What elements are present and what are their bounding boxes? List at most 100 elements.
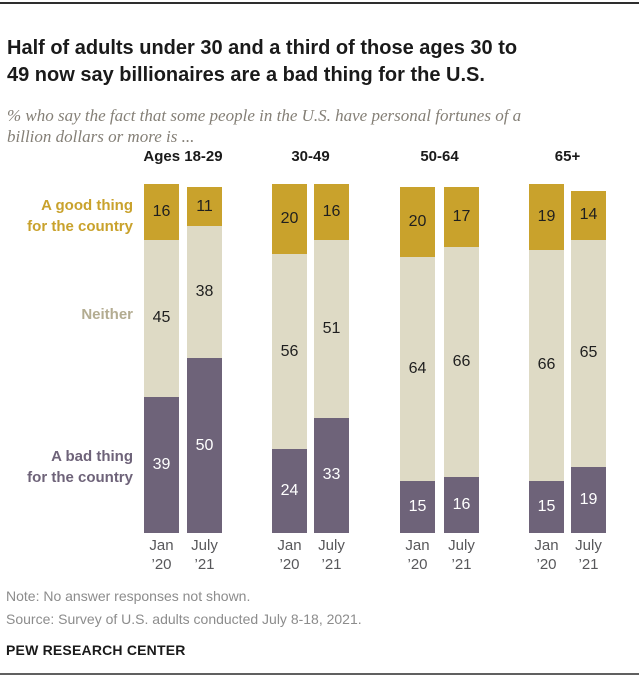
bar-segment-good: 11 bbox=[187, 187, 222, 226]
bar-segment-bad: 39 bbox=[144, 396, 179, 533]
segment-value-label: 24 bbox=[280, 482, 299, 500]
tick-month: Jan bbox=[534, 537, 559, 554]
bar-segment-good: 14 bbox=[571, 190, 606, 240]
bar-segment-neither: 56 bbox=[272, 253, 307, 450]
bar-segment-neither: 65 bbox=[571, 239, 606, 467]
segment-value-label: 65 bbox=[579, 344, 598, 362]
tick-month: Jan bbox=[277, 537, 302, 554]
bar-segment-good: 16 bbox=[144, 184, 179, 240]
bar-tick-label: Jan ’20 bbox=[517, 536, 577, 574]
bar-segment-neither: 38 bbox=[187, 225, 222, 359]
tick-year: ’20 bbox=[407, 556, 428, 573]
bar-segment-neither: 64 bbox=[400, 257, 435, 481]
segment-value-label: 56 bbox=[280, 342, 299, 360]
segment-value-label: 20 bbox=[408, 213, 427, 231]
segment-value-label: 51 bbox=[322, 319, 341, 337]
tick-month: Jan bbox=[149, 537, 174, 554]
chart-title: Half of adults under 30 and a third of t… bbox=[7, 35, 622, 89]
segment-value-label: 17 bbox=[452, 208, 471, 226]
chart-subtitle: % who say the fact that some people in t… bbox=[7, 105, 622, 147]
tick-month: Jan bbox=[405, 537, 430, 554]
tick-year: ’21 bbox=[194, 556, 215, 573]
top-rule bbox=[0, 2, 639, 4]
segment-value-label: 16 bbox=[322, 202, 341, 220]
bar-tick-label: Jan ’20 bbox=[388, 536, 448, 574]
category-label-neither: Neither bbox=[81, 304, 133, 325]
stacked-bar: 20 56 24 bbox=[272, 184, 307, 533]
bar-tick-label: July ’21 bbox=[559, 536, 619, 574]
chart-title-line1: Half of adults under 30 and a third of t… bbox=[7, 37, 518, 60]
segment-value-label: 20 bbox=[280, 209, 299, 227]
segment-value-label: 45 bbox=[152, 309, 171, 327]
segment-value-label: 16 bbox=[452, 496, 471, 514]
stacked-bar: 17 66 16 bbox=[444, 187, 479, 533]
tick-year: ’21 bbox=[451, 556, 472, 573]
tick-year: ’21 bbox=[321, 556, 342, 573]
tick-year: ’21 bbox=[578, 556, 599, 573]
segment-value-label: 15 bbox=[537, 497, 556, 515]
bar-tick-label: Jan ’20 bbox=[260, 536, 320, 574]
bar-segment-good: 19 bbox=[529, 184, 564, 251]
group-header: 50-64 bbox=[420, 148, 459, 165]
category-label-good-thing: A good thing for the country bbox=[27, 195, 133, 237]
tick-year: ’20 bbox=[536, 556, 557, 573]
bar-tick-label: Jan ’20 bbox=[132, 536, 192, 574]
category-label-good-line2: for the country bbox=[27, 218, 133, 235]
bar-segment-bad: 15 bbox=[400, 480, 435, 533]
bar-tick-label: July ’21 bbox=[302, 536, 362, 574]
bar-segment-neither: 66 bbox=[444, 246, 479, 478]
stacked-bar: 20 64 15 bbox=[400, 187, 435, 533]
category-label-bad-thing: A bad thing for the country bbox=[27, 446, 133, 488]
category-label-bad-line2: for the country bbox=[27, 469, 133, 486]
stacked-bar: 14 65 19 bbox=[571, 190, 606, 533]
chart-source: Source: Survey of U.S. adults conducted … bbox=[6, 611, 362, 627]
bar-segment-good: 20 bbox=[272, 184, 307, 254]
bottom-rule bbox=[0, 673, 639, 675]
chart-title-line2: 49 now say billionaires are a bad thing … bbox=[7, 64, 485, 87]
bar-segment-neither: 51 bbox=[314, 239, 349, 418]
chart-note: Note: No answer responses not shown. bbox=[6, 588, 251, 604]
segment-value-label: 50 bbox=[195, 436, 214, 454]
segment-value-label: 66 bbox=[537, 356, 556, 374]
bar-segment-bad: 50 bbox=[187, 358, 222, 533]
bar-segment-bad: 19 bbox=[571, 466, 606, 533]
group-header: Ages 18-29 bbox=[143, 148, 223, 165]
bar-segment-good: 17 bbox=[444, 187, 479, 247]
bar-tick-label: July ’21 bbox=[432, 536, 492, 574]
segment-value-label: 14 bbox=[579, 206, 598, 224]
segment-value-label: 19 bbox=[537, 208, 556, 226]
stacked-bar: 16 45 39 bbox=[144, 184, 179, 533]
category-label-bad-line1: A bad thing bbox=[51, 448, 133, 465]
segment-value-label: 33 bbox=[322, 466, 341, 484]
tick-month: July bbox=[318, 537, 345, 554]
bar-segment-bad: 24 bbox=[272, 449, 307, 533]
group-header: 30-49 bbox=[291, 148, 330, 165]
stacked-bar: 16 51 33 bbox=[314, 184, 349, 533]
chart-subtitle-line2: billion dollars or more is ... bbox=[7, 127, 195, 146]
segment-value-label: 15 bbox=[408, 497, 427, 515]
stacked-bar-chart: A good thing for the country Neither A b… bbox=[0, 145, 639, 580]
tick-month: July bbox=[191, 537, 218, 554]
bar-segment-good: 16 bbox=[314, 184, 349, 240]
tick-month: July bbox=[448, 537, 475, 554]
brand-pew-research-center: PEW RESEARCH CENTER bbox=[6, 642, 186, 658]
segment-value-label: 16 bbox=[152, 202, 171, 220]
stacked-bar: 19 66 15 bbox=[529, 184, 564, 533]
segment-value-label: 19 bbox=[579, 490, 598, 508]
bar-segment-bad: 16 bbox=[444, 477, 479, 533]
stacked-bar: 11 38 50 bbox=[187, 187, 222, 533]
group-header: 65+ bbox=[554, 148, 581, 165]
bar-segment-neither: 66 bbox=[529, 250, 564, 481]
segment-value-label: 39 bbox=[152, 455, 171, 473]
tick-year: ’20 bbox=[151, 556, 172, 573]
bar-segment-bad: 33 bbox=[314, 417, 349, 533]
segment-value-label: 38 bbox=[195, 283, 214, 301]
bar-tick-label: July ’21 bbox=[175, 536, 235, 574]
bar-segment-good: 20 bbox=[400, 187, 435, 258]
category-label-neither-text: Neither bbox=[81, 306, 133, 323]
tick-month: July bbox=[575, 537, 602, 554]
chart-subtitle-line1: % who say the fact that some people in t… bbox=[7, 106, 522, 125]
tick-year: ’20 bbox=[279, 556, 300, 573]
segment-value-label: 64 bbox=[408, 359, 427, 377]
